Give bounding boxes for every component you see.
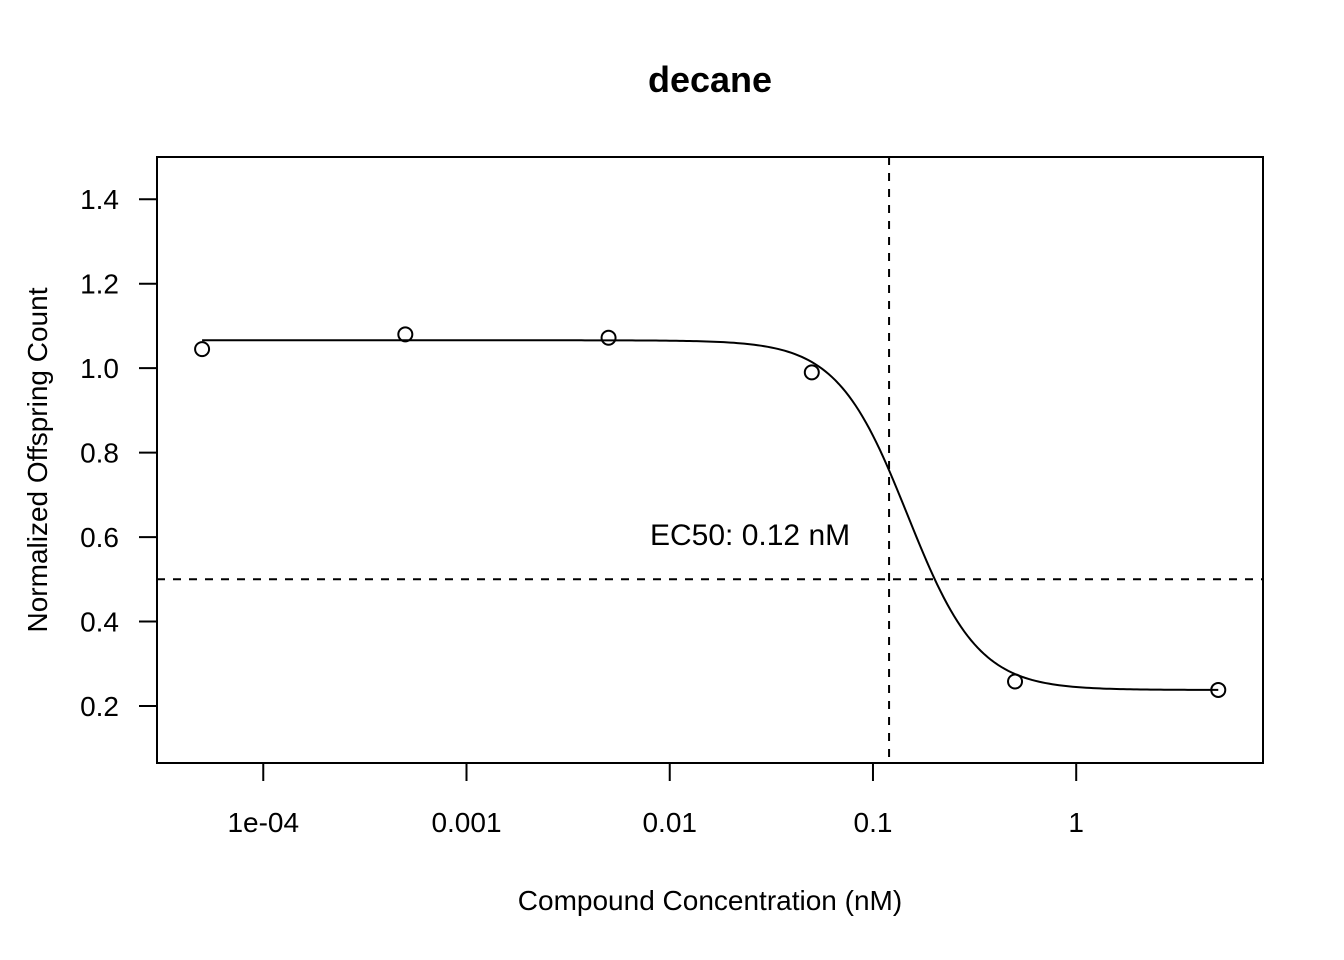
y-tick-label: 0.4	[80, 607, 119, 638]
data-point	[803, 364, 820, 381]
data-point	[1007, 673, 1024, 690]
y-tick-label: 1.2	[80, 269, 119, 300]
fit-curve	[202, 339, 1219, 691]
plot-frame	[156, 156, 1264, 764]
y-tick-label: 0.8	[80, 438, 119, 469]
data-point	[194, 341, 211, 358]
fit-curve-layer	[202, 339, 1219, 691]
y-tick-label: 0.2	[80, 691, 119, 722]
x-tick-label: 1	[1068, 807, 1084, 838]
y-axis: 0.2 0.4 0.6 0.8 1.0 1.2 1.4	[80, 184, 157, 722]
x-axis: 1e-04 0.001 0.01 0.1 1	[227, 763, 1084, 838]
x-tick-label: 0.1	[854, 807, 893, 838]
y-axis-label: Normalized Offspring Count	[22, 287, 53, 632]
chart-title: decane	[648, 59, 772, 100]
x-tick-label: 1e-04	[227, 807, 299, 838]
x-tick-label: 0.01	[642, 807, 697, 838]
data-point	[1210, 681, 1227, 698]
x-axis-label: Compound Concentration (nM)	[518, 885, 902, 916]
x-tick-label: 0.001	[431, 807, 501, 838]
data-point	[397, 326, 414, 343]
y-tick-label: 0.6	[80, 522, 119, 553]
data-points	[194, 326, 1227, 698]
ec50-annotation: EC50: 0.12 nM	[650, 519, 850, 552]
data-point	[600, 329, 617, 346]
reference-lines	[157, 157, 1263, 763]
y-tick-label: 1.4	[80, 184, 119, 215]
y-tick-label: 1.0	[80, 353, 119, 384]
